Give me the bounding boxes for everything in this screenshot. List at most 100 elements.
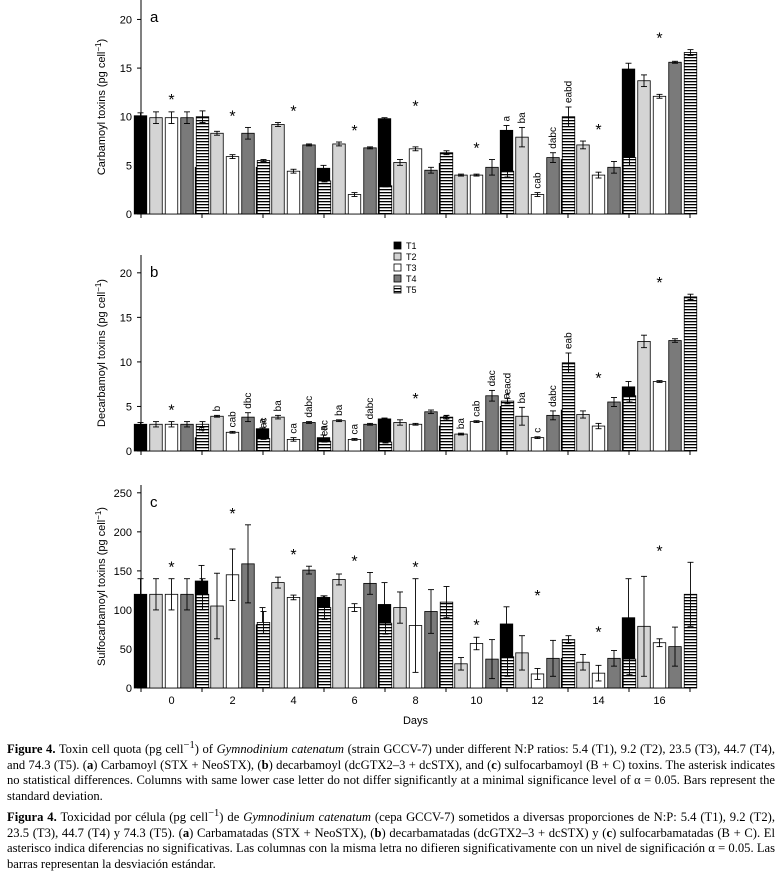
caption-text: ) decarbamoyl (dcGTX2–3 + dcSTX), and ( (268, 757, 492, 772)
bar-T4-day-12 (546, 157, 560, 215)
bar-T4-day-4 (302, 144, 316, 215)
bar-T3-day-14 (591, 425, 606, 452)
y-tick-label: 5 (126, 160, 132, 172)
y-tick-label: 150 (114, 566, 132, 578)
caption-text: Toxin cell quota (pg cell (55, 742, 184, 757)
y-tick-label: 0 (126, 446, 132, 458)
significance-letter: eac (320, 420, 331, 436)
bar-T5-day-14 (622, 395, 637, 452)
x-tick-label: 10 (470, 695, 482, 707)
legend-label-T4: T4 (406, 274, 417, 284)
significance-letter: dabc (365, 398, 376, 420)
significance-letter: a (197, 426, 208, 432)
bar-T2-day-4 (271, 582, 285, 689)
significance-letter: cab (472, 400, 483, 417)
bar-T2-day-8 (393, 422, 407, 452)
caption-text: Toxicidad por célula (pg cell (56, 810, 209, 825)
significance-letter: dac (487, 370, 498, 386)
bar-T3-day-2 (225, 156, 240, 215)
significance-letter: ca (350, 424, 361, 435)
bar-T2-day-4 (271, 124, 285, 215)
significance-letter: a (319, 425, 330, 431)
significance-letter: ca (289, 423, 300, 434)
x-tick-label: 14 (592, 695, 604, 707)
asterisk-marker: * (473, 141, 479, 158)
figure-caption-spanish: Figura 4. Toxicidad por célula (pg cell−… (7, 806, 775, 873)
asterisk-marker: * (534, 588, 540, 605)
panel-label: b (150, 264, 158, 281)
bar-T4-day-6 (363, 582, 377, 689)
significance-letter: a (441, 414, 452, 420)
bar-T5-day-14 (622, 157, 637, 215)
bar-T2-day-0 (149, 423, 163, 452)
bar-T3-day-6 (347, 194, 362, 215)
bar-T4-day-14 (607, 166, 621, 215)
y-tick-label: 10 (120, 112, 132, 124)
y-tick-label: 0 (126, 683, 132, 695)
bar-T3-day-8 (408, 423, 423, 452)
caption-text: (cepa GCCV-7) sometidos a diversas propo… (7, 810, 775, 840)
asterisk-marker: * (473, 617, 479, 634)
caption-text: ) sulfocarbamoyl (B + C) toxins. The ast… (7, 757, 775, 803)
legend-label-T5: T5 (406, 285, 417, 295)
significance-letter: cab (533, 172, 544, 189)
bar-T5-day-10 (500, 170, 515, 215)
bar-T3-day-16 (652, 95, 667, 215)
bar-T5-day-10 (500, 400, 515, 452)
bar-T4-day-6 (363, 147, 377, 215)
bar-T3-day-6 (347, 607, 362, 689)
bar-T5-day-8 (439, 152, 454, 215)
caption-panel-ref: c (491, 757, 497, 772)
significance-letter: ba (517, 112, 528, 124)
x-tick-label: 0 (168, 695, 174, 707)
significance-letter: ba (456, 418, 467, 430)
bar-T3-day-14 (591, 174, 606, 215)
bar-T2-day-6 (332, 579, 346, 689)
bar-T3-day-12 (530, 437, 545, 452)
y-tick-label: 250 (114, 488, 132, 500)
bar-T2-day-12 (515, 136, 529, 215)
bar-T2-day-2 (210, 132, 224, 215)
bar-T5-day-4 (317, 180, 332, 215)
significance-letter: eacd (503, 373, 514, 395)
significance-letter: a (502, 115, 513, 121)
significance-letter: ba (334, 404, 345, 416)
bar-T2-day-14 (576, 144, 590, 215)
bar-T3-day-0 (164, 423, 179, 452)
bar-T2-day-10 (454, 174, 468, 215)
caption-text: ) Carbamoyl (STX + NeoSTX), ( (93, 757, 262, 772)
legend-swatch-T5 (393, 285, 402, 294)
bar-T4-day-8 (424, 169, 438, 215)
bar-T2-day-16 (637, 80, 651, 215)
bar-T4-day-4 (302, 422, 316, 452)
significance-letter: dabc (548, 385, 559, 407)
asterisk-marker: * (412, 560, 418, 577)
asterisk-marker: * (656, 543, 662, 560)
asterisk-marker: * (290, 104, 296, 121)
asterisk-marker: * (168, 560, 174, 577)
asterisk-marker: * (290, 547, 296, 564)
bar-T3-day-10 (469, 174, 484, 215)
legend-swatch-T4 (393, 274, 402, 283)
bar-T2-day-2 (210, 415, 224, 452)
chart-panel-a: 0 5 10 15 20 a Carbamoyl toxins (pg cell−1) * * *… (94, 0, 698, 221)
caption-text: ) of (194, 742, 217, 757)
asterisk-marker: * (229, 506, 235, 523)
legend-label-T1: T1 (406, 241, 417, 251)
x-axis-label: Days (403, 715, 429, 727)
caption-text: ) de (219, 810, 244, 825)
bar-T5-day-16 (683, 52, 698, 215)
bar-T3-day-16 (652, 642, 667, 689)
bar-T4-day-2 (241, 132, 255, 215)
asterisk-marker: * (412, 391, 418, 408)
significance-letter: c (533, 428, 544, 433)
asterisk-marker: * (351, 553, 357, 570)
bar-T1-day-0 (133, 423, 148, 452)
legend-swatch-T1 (393, 241, 402, 250)
bar-T2-day-10 (454, 433, 468, 452)
bar-T2-day-8 (393, 162, 407, 215)
significance-letter: dabc (548, 127, 559, 149)
x-tick-label: 16 (653, 695, 665, 707)
y-tick-label: 100 (114, 605, 132, 617)
asterisk-marker: * (168, 92, 174, 109)
